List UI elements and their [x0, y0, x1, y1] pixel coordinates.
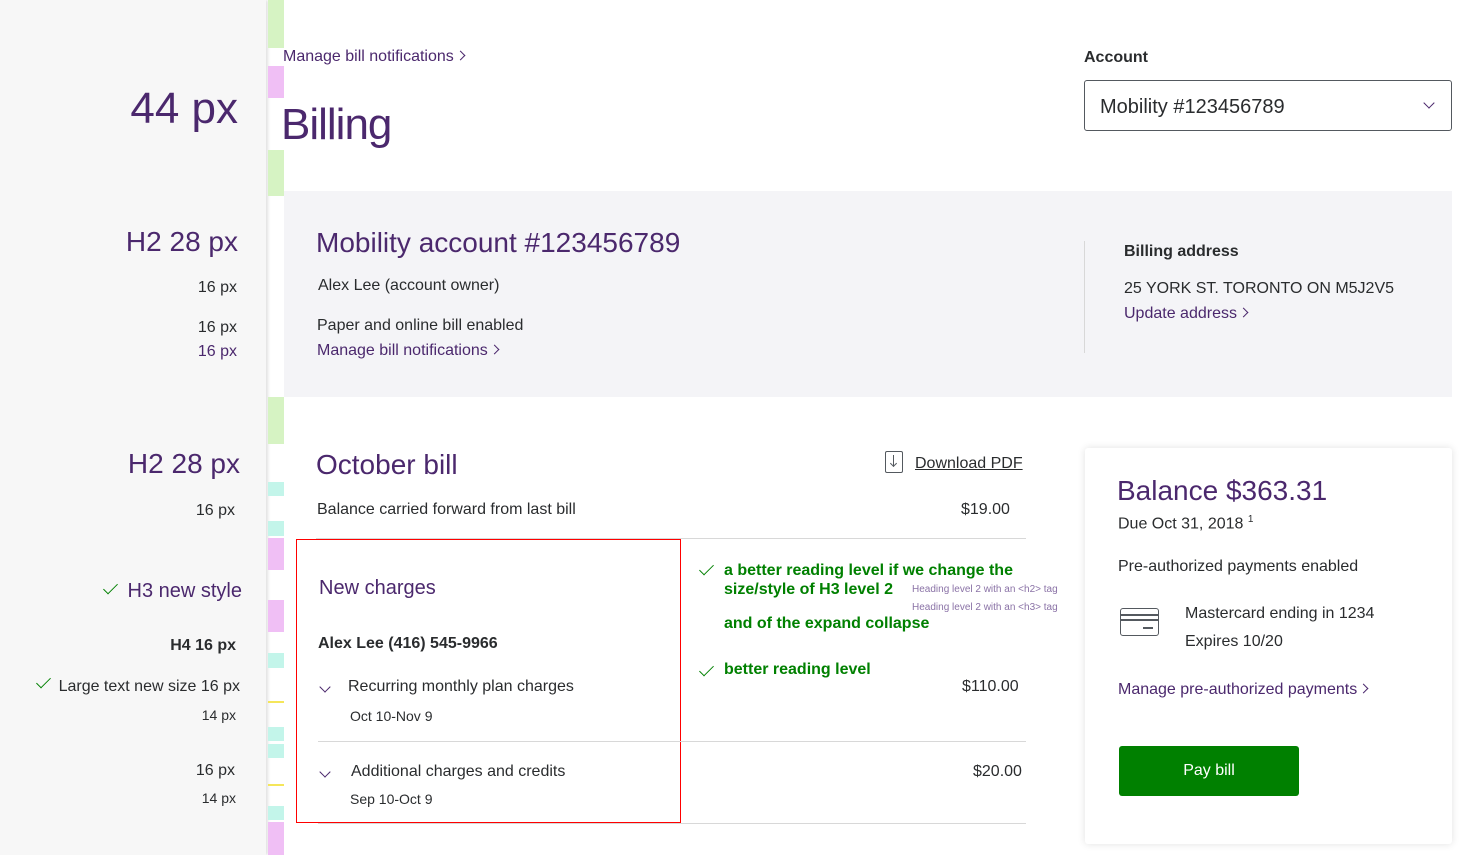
annotation-size: 16 px: [195, 762, 235, 779]
divider: [1084, 241, 1085, 353]
billing-address: 25 YORK ST. TORONTO ON M5J2V5: [1124, 280, 1395, 297]
annotation-note: better reading level: [724, 661, 871, 678]
chevron-right-icon: [1358, 683, 1369, 694]
divider: [318, 823, 1026, 824]
credit-card-icon: [1120, 608, 1159, 636]
chevron-down-icon: [319, 681, 331, 693]
charge-item-amount: $20.00: [973, 763, 1022, 780]
annotation-h1: 44 px: [130, 84, 238, 133]
spacing-marker: [268, 397, 284, 444]
annotation-large-label: Large text new size 16 px: [58, 678, 240, 695]
spacing-marker: [268, 66, 284, 98]
annotation-size: 16 px: [197, 279, 237, 296]
highlight-box: [296, 539, 681, 823]
carried-forward-label: Balance carried forward from last bill: [317, 501, 576, 518]
due-date: Due Oct 31, 2018 1: [1118, 514, 1254, 533]
annotation-size: 14 px: [201, 707, 236, 723]
balance-card: Balance $363.31 Due Oct 31, 2018 1 Pre-a…: [1085, 448, 1452, 844]
spacing-marker: [268, 784, 284, 786]
chevron-down-icon: [1423, 97, 1435, 109]
billing-address-label: Billing address: [1124, 243, 1239, 260]
check-icon: [35, 673, 51, 689]
spacing-marker: [268, 744, 284, 758]
annotation-h3: H3 new style: [102, 579, 243, 603]
account-panel: Mobility account #123456789 Alex Lee (ac…: [284, 191, 1452, 397]
chevron-right-icon: [489, 344, 500, 355]
spacing-marker: [268, 0, 284, 48]
manage-bill-notifications-link[interactable]: Manage bill notifications: [283, 48, 466, 66]
update-address-link[interactable]: Update address: [1124, 305, 1249, 323]
annotation-h4: H4 16 px: [170, 637, 236, 654]
charge-item-toggle[interactable]: Recurring monthly plan charges Oct 10-No…: [318, 678, 1026, 728]
spacing-marker: [268, 150, 284, 196]
spacing-marker: [268, 600, 284, 632]
account-title: Mobility account #123456789: [316, 227, 681, 258]
bill-preference: Paper and online bill enabled: [317, 317, 524, 334]
chevron-right-icon: [1238, 307, 1249, 318]
carried-forward-amount: $19.00: [961, 501, 1010, 518]
annotation-tag: Heading level 2 with an <h3> tag: [912, 602, 1058, 613]
charge-item-toggle[interactable]: Additional charges and credits Sep 10-Oc…: [318, 763, 1026, 813]
chevron-down-icon: [319, 766, 331, 778]
spacing-marker: [268, 538, 284, 570]
charge-item-dates: Sep 10-Oct 9: [350, 791, 433, 807]
manage-bill-notifications-link[interactable]: Manage bill notifications: [317, 342, 500, 360]
manage-pap-link[interactable]: Manage pre-authorized payments: [1118, 681, 1369, 699]
annotation-h3-label: H3 new style: [127, 580, 243, 602]
annotation-note: and of the expand collapse: [724, 615, 930, 632]
footnote-marker[interactable]: 1: [1247, 514, 1254, 525]
card-expiry: Expires 10/20: [1185, 633, 1283, 650]
check-icon: [699, 560, 714, 576]
spacing-marker: [268, 806, 284, 820]
divider: [316, 538, 1026, 539]
pay-bill-button[interactable]: Pay bill: [1119, 746, 1299, 796]
new-charges-heading: New charges: [319, 577, 436, 599]
spacing-marker: [268, 482, 284, 496]
annotation-size: 14 px: [201, 790, 236, 806]
annotation-note: a better reading level if we change the s…: [724, 562, 1013, 598]
charge-item-dates: Oct 10-Nov 9: [350, 708, 433, 724]
spacing-marker: [268, 521, 284, 536]
annotation-h2: H2 28 px: [125, 226, 238, 257]
annotation-tag: Heading level 2 with an <h2> tag: [912, 584, 1058, 595]
annotation-size: 16 px: [197, 319, 237, 336]
check-icon: [102, 579, 118, 595]
account-owner: Alex Lee (account owner): [318, 277, 500, 294]
annotation-size: 16 px: [197, 343, 237, 360]
card-description: Mastercard ending in 1234: [1185, 605, 1375, 622]
divider: [318, 741, 1026, 742]
page-title: Billing: [281, 100, 392, 149]
annotation-h2: H2 28 px: [127, 448, 240, 479]
charge-item-label: Additional charges and credits: [351, 763, 566, 780]
download-pdf-link[interactable]: Download PDF: [915, 455, 1023, 472]
annotation-size: 16 px: [195, 502, 235, 519]
spacing-marker: [268, 727, 284, 741]
account-select-value: Mobility #123456789: [1100, 96, 1285, 118]
spacing-marker: [268, 822, 284, 855]
account-select[interactable]: Mobility #123456789: [1084, 80, 1452, 131]
spacing-marker: [268, 701, 284, 703]
charge-item-amount: $110.00: [962, 678, 1019, 695]
pap-status: Pre-authorized payments enabled: [1118, 558, 1359, 575]
bill-title: October bill: [316, 449, 458, 480]
balance-title: Balance $363.31: [1117, 475, 1328, 506]
charge-item-label: Recurring monthly plan charges: [348, 678, 574, 695]
subscriber-heading: Alex Lee (416) 545-9966: [318, 635, 498, 652]
check-icon: [699, 661, 714, 677]
spacing-marker: [268, 653, 284, 668]
annotation-large: Large text new size 16 px: [35, 673, 240, 696]
account-label: Account: [1084, 49, 1148, 66]
annotation-sidebar: 44 px H2 28 px 16 px 16 px 16 px H2 28 p…: [0, 0, 266, 855]
chevron-right-icon: [455, 50, 466, 61]
download-icon[interactable]: [885, 451, 903, 473]
